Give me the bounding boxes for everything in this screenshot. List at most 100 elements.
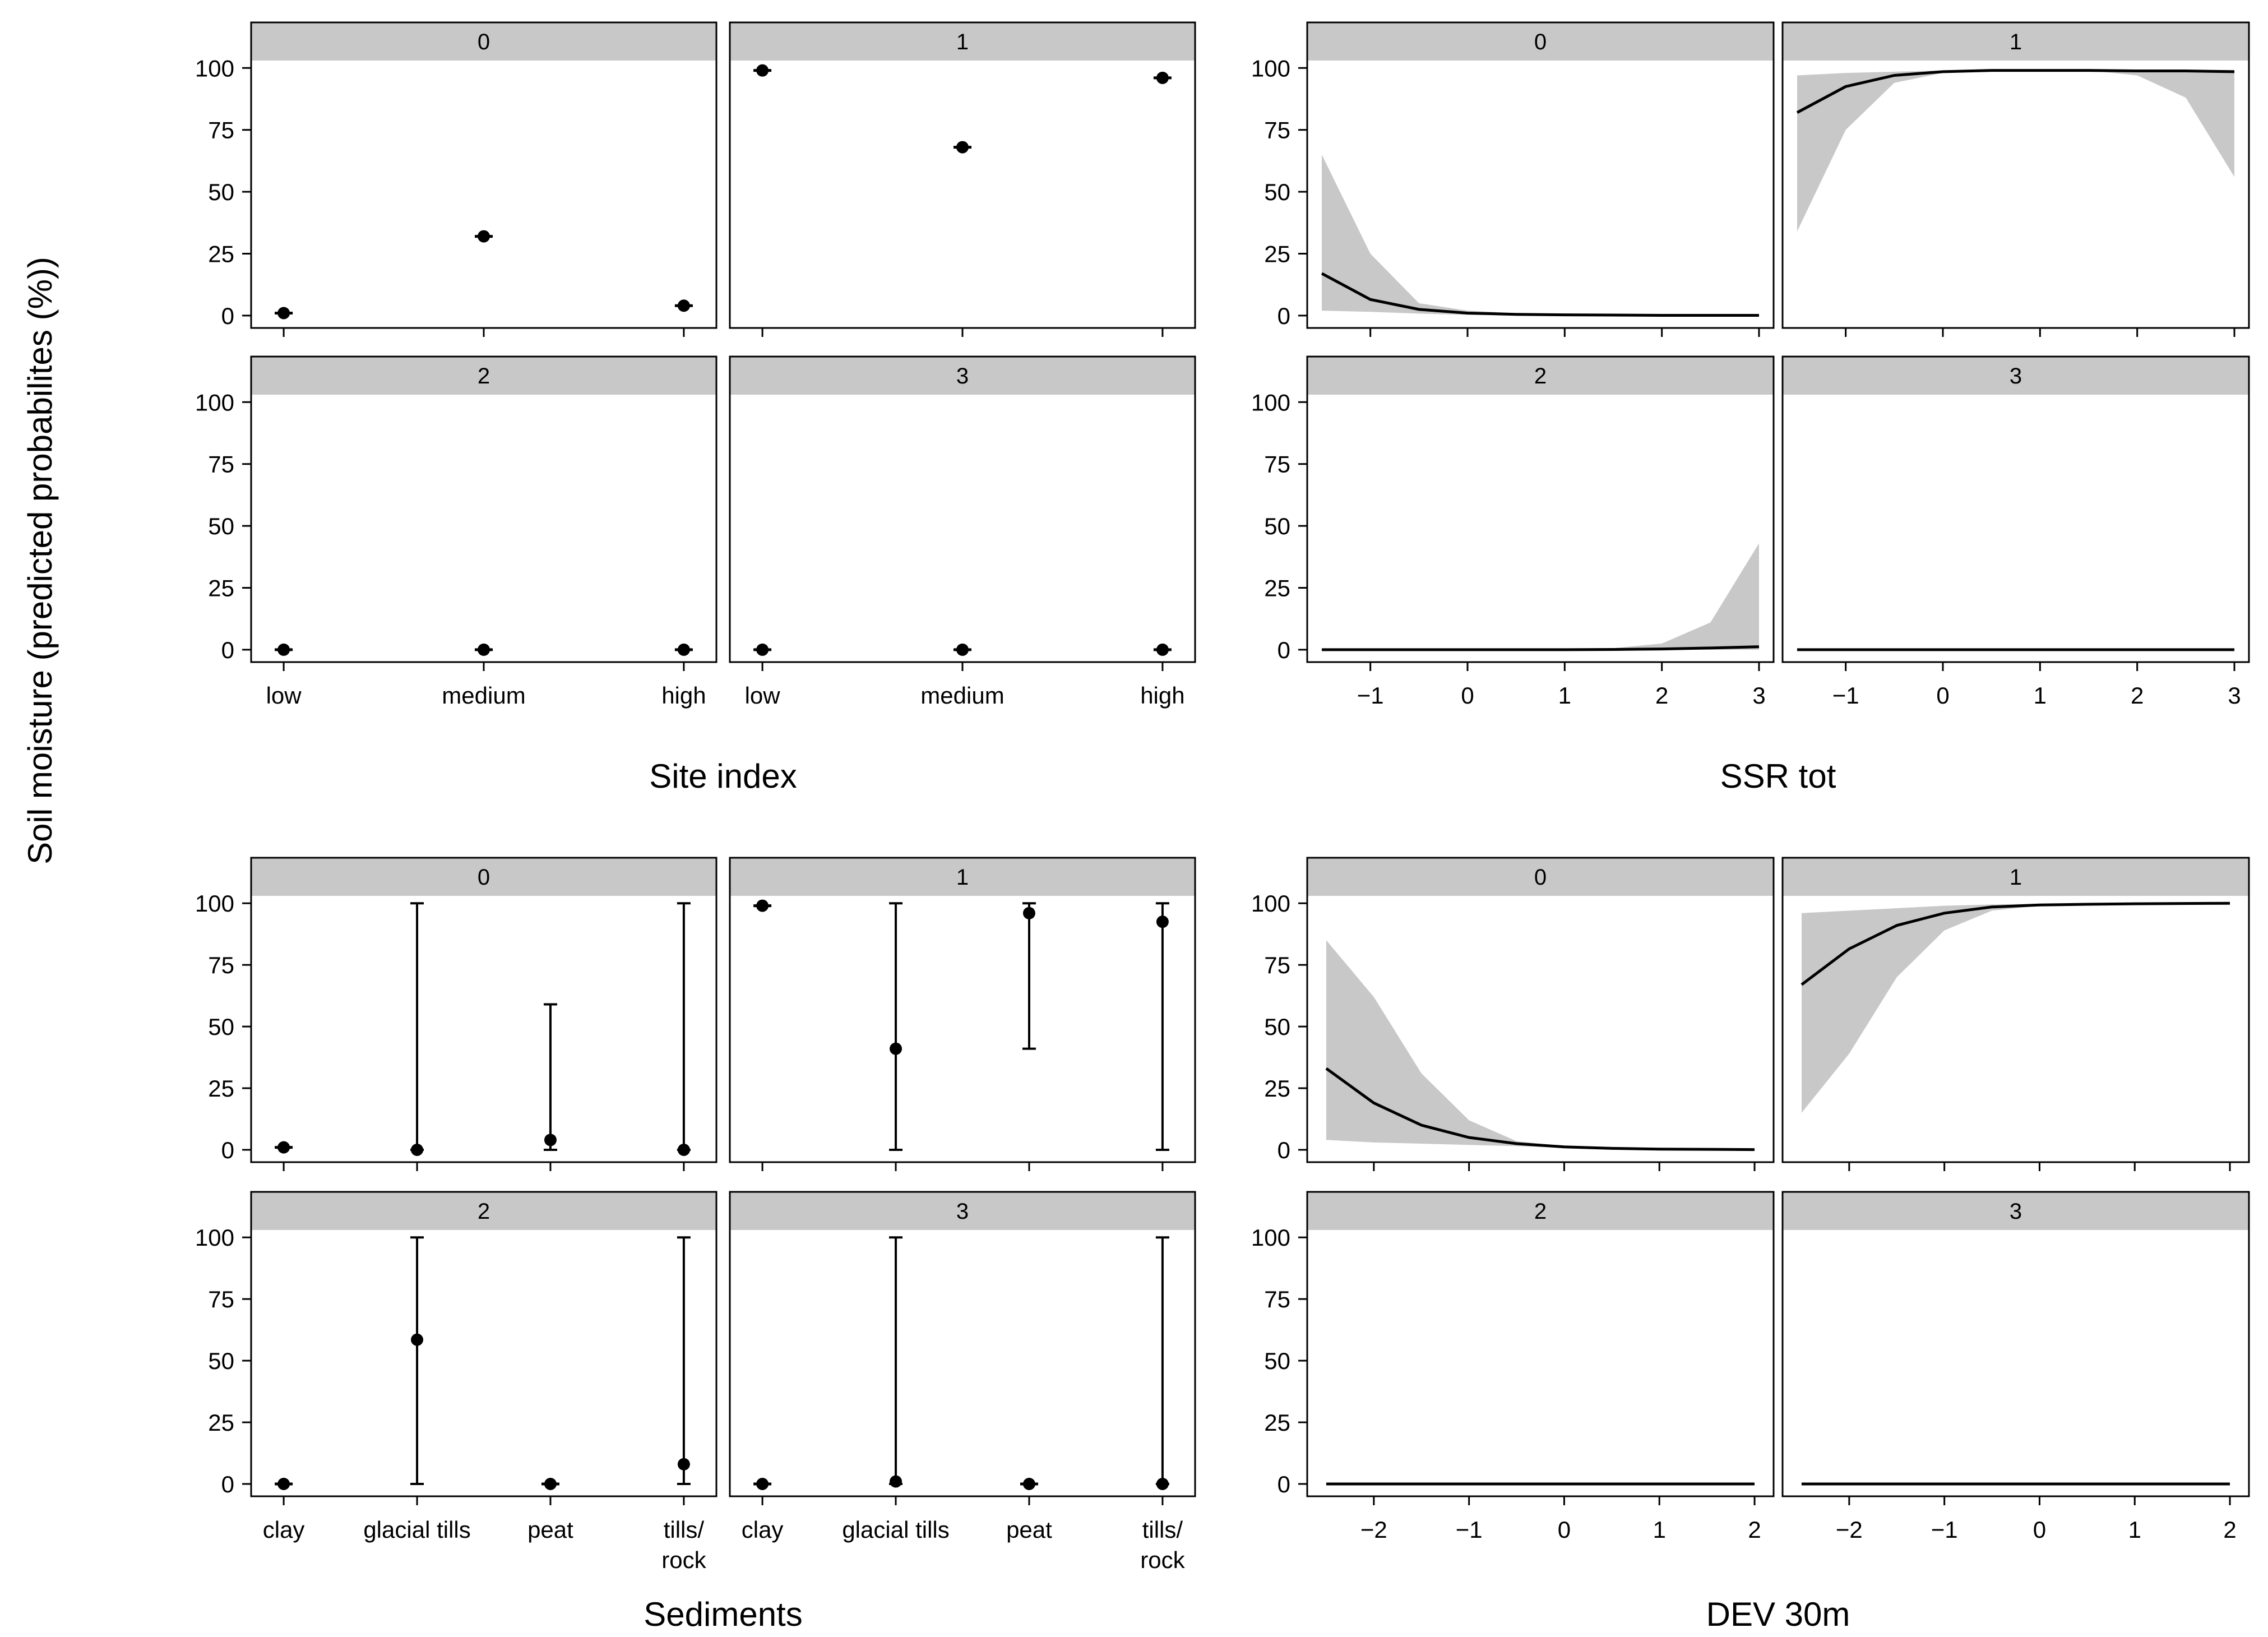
panel-strip-label: 0 xyxy=(1534,30,1547,54)
panel-1: 1 xyxy=(1781,21,2250,337)
x-tick-label: low xyxy=(266,682,302,709)
confidence-band xyxy=(1797,70,2234,232)
panel-strip xyxy=(1783,357,2249,395)
y-tick-label: 25 xyxy=(208,1075,234,1102)
y-tick-label: 75 xyxy=(208,451,234,478)
data-point xyxy=(1022,907,1035,919)
panel-0: 0 0 25 50 75 100 xyxy=(1251,857,1775,1171)
panel-strip-label: 0 xyxy=(478,865,490,890)
panel-frame xyxy=(250,355,718,663)
panel-frame xyxy=(1306,1191,1775,1497)
panel-strip-label: 0 xyxy=(1534,865,1547,890)
y-tick-label: 50 xyxy=(1264,179,1290,205)
panel-strip-label: 0 xyxy=(478,30,490,54)
series-line xyxy=(1800,901,2230,986)
x-tick-label: 1 xyxy=(2128,1516,2141,1543)
x-tick-label: medium xyxy=(442,682,525,709)
x-tick-label: medium xyxy=(920,682,1004,709)
panel-3: 3 −2 −1 0 1 2 xyxy=(1781,1191,2250,1543)
data-point xyxy=(1156,71,1169,84)
panel-3: 3 low medium high xyxy=(729,355,1196,709)
data-point xyxy=(411,1144,424,1157)
x-axis-title: Site index xyxy=(649,757,797,795)
y-tick-label: 75 xyxy=(1264,952,1290,978)
x-tick-label: −2 xyxy=(1836,1516,1863,1543)
confidence-band xyxy=(1322,543,1759,650)
x-tick-label: rock xyxy=(1140,1547,1185,1573)
x-tick-label: tills/ xyxy=(664,1516,705,1543)
data-point xyxy=(478,643,490,656)
y-tick-label: 0 xyxy=(1278,303,1290,329)
data-point xyxy=(411,1333,424,1346)
y-tick-label: 0 xyxy=(1278,637,1290,663)
panel-strip xyxy=(1307,357,1774,395)
x-axis-title: Sediments xyxy=(644,1596,802,1633)
panel-frame xyxy=(250,21,718,329)
panel-2: 2 0 25 50 75 100 low medium high xyxy=(195,355,718,709)
data-point xyxy=(956,643,969,656)
panel-strip xyxy=(1783,22,2249,61)
y-tick-label: 100 xyxy=(195,389,234,415)
data-point xyxy=(890,1475,902,1488)
x-tick-label: 2 xyxy=(2223,1516,2236,1543)
x-tick-label: 1 xyxy=(1558,682,1571,709)
y-tick-label: 100 xyxy=(195,1224,234,1251)
data-point xyxy=(890,1042,902,1055)
y-tick-label: 50 xyxy=(208,179,234,205)
series-line xyxy=(1796,69,2235,114)
x-tick-label: 0 xyxy=(1936,682,1949,709)
panel-frame xyxy=(1306,355,1775,663)
panel-strip xyxy=(1307,1192,1774,1230)
y-tick-label: 50 xyxy=(208,1014,234,1040)
data-point xyxy=(1156,1478,1169,1491)
x-tick-label: peat xyxy=(527,1516,573,1543)
confidence-band xyxy=(1326,940,1755,1150)
x-tick-label: glacial tills xyxy=(363,1516,470,1543)
panel-frame xyxy=(729,355,1196,663)
y-tick-label: 25 xyxy=(208,241,234,267)
x-tick-label: −1 xyxy=(1832,682,1859,709)
x-tick-label: high xyxy=(661,682,706,709)
y-tick-label: 0 xyxy=(221,303,234,329)
panel-strip xyxy=(1783,858,2249,896)
x-tick-label: peat xyxy=(1006,1516,1052,1543)
y-tick-label: 0 xyxy=(1278,1471,1290,1497)
data-point xyxy=(544,1134,557,1146)
panel-frame xyxy=(1306,21,1775,329)
y-tick-label: 75 xyxy=(208,117,234,144)
data-point xyxy=(677,1458,690,1470)
x-tick-label: −1 xyxy=(1357,682,1384,709)
panel-strip-label: 1 xyxy=(2010,865,2022,890)
panel-strip xyxy=(730,1192,1195,1230)
x-tick-label: 0 xyxy=(1461,682,1474,709)
panel-strip-label: 3 xyxy=(956,1199,969,1224)
panel-frame xyxy=(729,21,1196,329)
y-tick-label: 75 xyxy=(1264,1286,1290,1312)
y-axis-label: Soil moisture (predicted probabilites (%… xyxy=(21,257,59,864)
y-tick-label: 75 xyxy=(1264,451,1290,478)
x-tick-label: 0 xyxy=(2033,1516,2046,1543)
x-axis-title: SSR tot xyxy=(1720,757,1836,795)
data-point xyxy=(756,1478,769,1491)
panel-1: 1 xyxy=(729,857,1196,1171)
data-point xyxy=(756,899,769,912)
y-tick-label: 75 xyxy=(1264,117,1290,144)
y-tick-label: 100 xyxy=(195,890,234,917)
panel-strip-label: 3 xyxy=(2010,1199,2022,1224)
panel-strip-label: 2 xyxy=(478,364,490,389)
x-tick-label: −1 xyxy=(1456,1516,1483,1543)
chart-dev-30m: DEV 30m 0 0 25 50 75 100 1 2 0 25 50 75 100 −2 −1 0 1 2 3 −2… xyxy=(1251,857,2250,1633)
y-tick-label: 50 xyxy=(1264,1348,1290,1374)
y-tick-label: 25 xyxy=(1264,1075,1290,1102)
panel-frame xyxy=(1306,857,1775,1163)
x-tick-label: 1 xyxy=(1653,1516,1666,1543)
panel-strip-label: 2 xyxy=(478,1199,490,1224)
panel-frame xyxy=(1781,1191,2250,1497)
data-point xyxy=(956,141,969,154)
panel-3: 3 clay glacial tills peat tills/rock xyxy=(729,1191,1196,1573)
panel-frame xyxy=(1781,857,2250,1163)
series-line xyxy=(1321,272,1759,317)
y-tick-label: 25 xyxy=(208,575,234,602)
panel-0: 0 0 25 50 75 100 xyxy=(195,21,718,337)
